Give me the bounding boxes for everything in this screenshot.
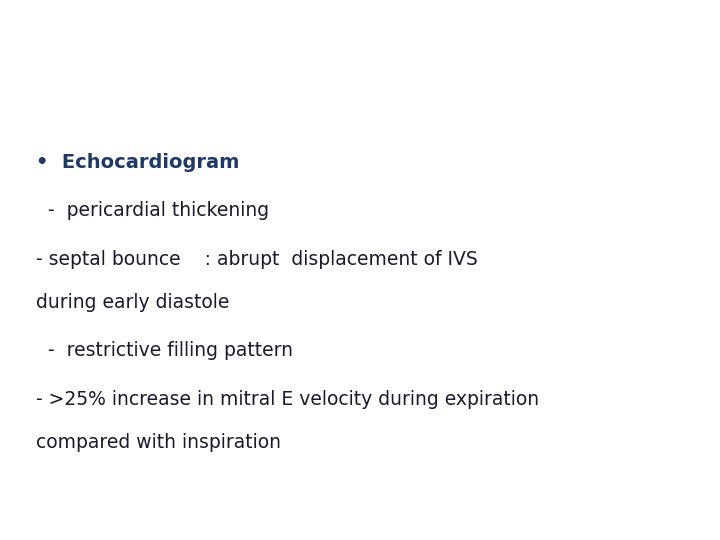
Text: •  Echocardiogram: • Echocardiogram [36, 152, 239, 172]
Text: -  restrictive filling pattern: - restrictive filling pattern [36, 341, 293, 361]
Text: during early diastole: during early diastole [36, 293, 230, 312]
Text: compared with inspiration: compared with inspiration [36, 433, 281, 453]
Text: -  pericardial thickening: - pericardial thickening [36, 201, 269, 220]
Text: - septal bounce    : abrupt  displacement of IVS: - septal bounce : abrupt displacement of… [36, 249, 478, 269]
Text: - >25% increase in mitral E velocity during expiration: - >25% increase in mitral E velocity dur… [36, 390, 539, 409]
